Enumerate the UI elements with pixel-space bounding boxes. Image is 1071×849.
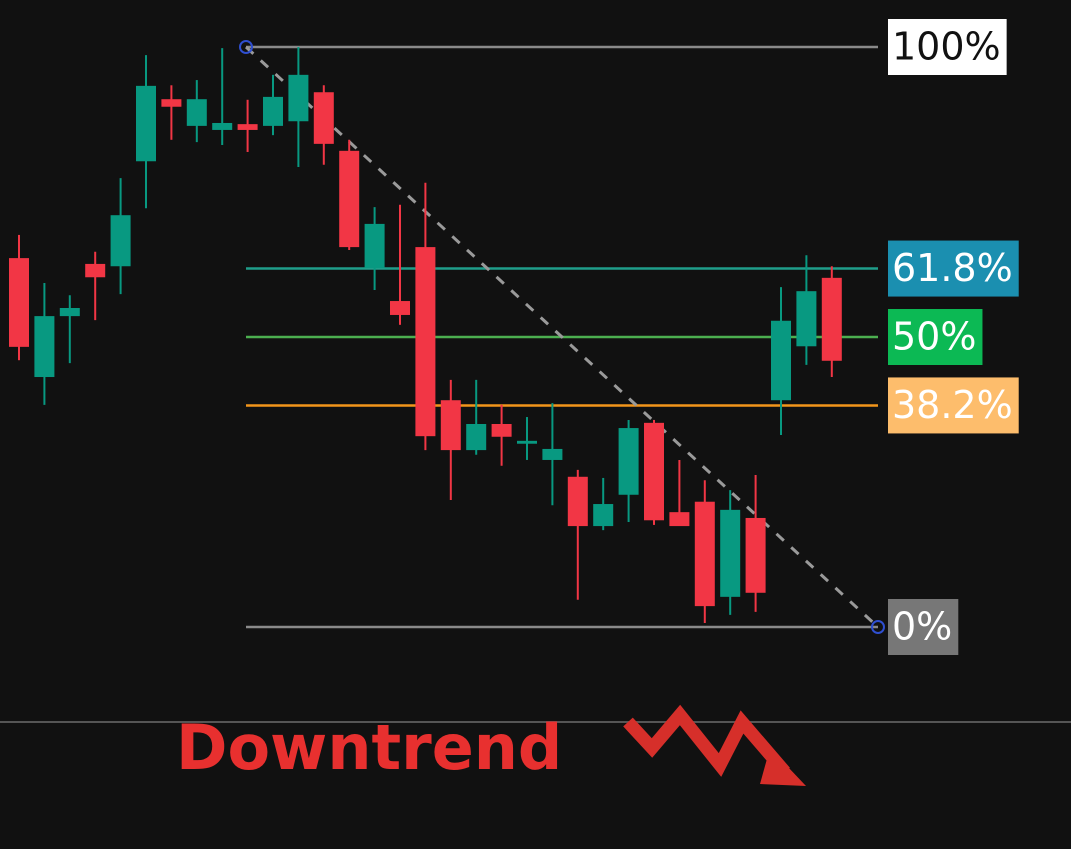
candle-body (59, 308, 80, 317)
candle-body (212, 122, 233, 130)
candle-body (542, 448, 563, 460)
candle-body (745, 517, 766, 593)
candle-body (186, 99, 207, 126)
down-arrow (623, 704, 790, 777)
candle-body (796, 291, 817, 347)
fib-label-bg (888, 377, 1019, 434)
candle-body (771, 320, 791, 401)
anchor (871, 620, 885, 634)
candle-body (390, 301, 410, 315)
candle-body (821, 277, 842, 361)
candle-body (567, 476, 588, 527)
fib-label: 50% (892, 315, 976, 359)
candle-body (34, 316, 55, 378)
candle-body (491, 424, 512, 437)
candle-body (415, 247, 436, 437)
fib-label-bg (888, 19, 1007, 75)
candle-body (9, 258, 29, 347)
annotation: Downtrend (176, 711, 562, 784)
candle-body (313, 92, 334, 144)
candle-body (263, 96, 283, 126)
fib-label: 61.8% (892, 246, 1013, 290)
candle-body (440, 400, 461, 451)
candle-body (288, 74, 309, 122)
trend-line (244, 45, 880, 629)
candles (9, 47, 842, 623)
candle-body (720, 509, 741, 597)
fib-label-bg (888, 240, 1019, 297)
candle-body (237, 124, 258, 130)
anchor (239, 40, 253, 54)
candle-body (466, 424, 487, 451)
candle-body (694, 501, 715, 607)
candle-body (593, 504, 614, 527)
candle-body (364, 223, 385, 268)
fib-label-bg (888, 599, 959, 655)
candle-body (161, 99, 182, 107)
arrow-head (760, 748, 806, 786)
candle-body (339, 150, 360, 248)
fib-label-bg (888, 309, 983, 365)
candle-body (669, 512, 690, 527)
candle-body (618, 428, 639, 495)
candle-body (644, 422, 664, 521)
candle-body (517, 440, 537, 444)
fib-label: 0% (892, 605, 952, 649)
fib-label: 38.2% (892, 383, 1013, 427)
fib-labels: 100% 61.8% 50% 38.2% 0% (888, 19, 1019, 655)
candle-body (136, 85, 156, 162)
fib-label: 100% (892, 25, 1001, 69)
candle-body (110, 215, 131, 267)
candle-body (85, 263, 106, 278)
